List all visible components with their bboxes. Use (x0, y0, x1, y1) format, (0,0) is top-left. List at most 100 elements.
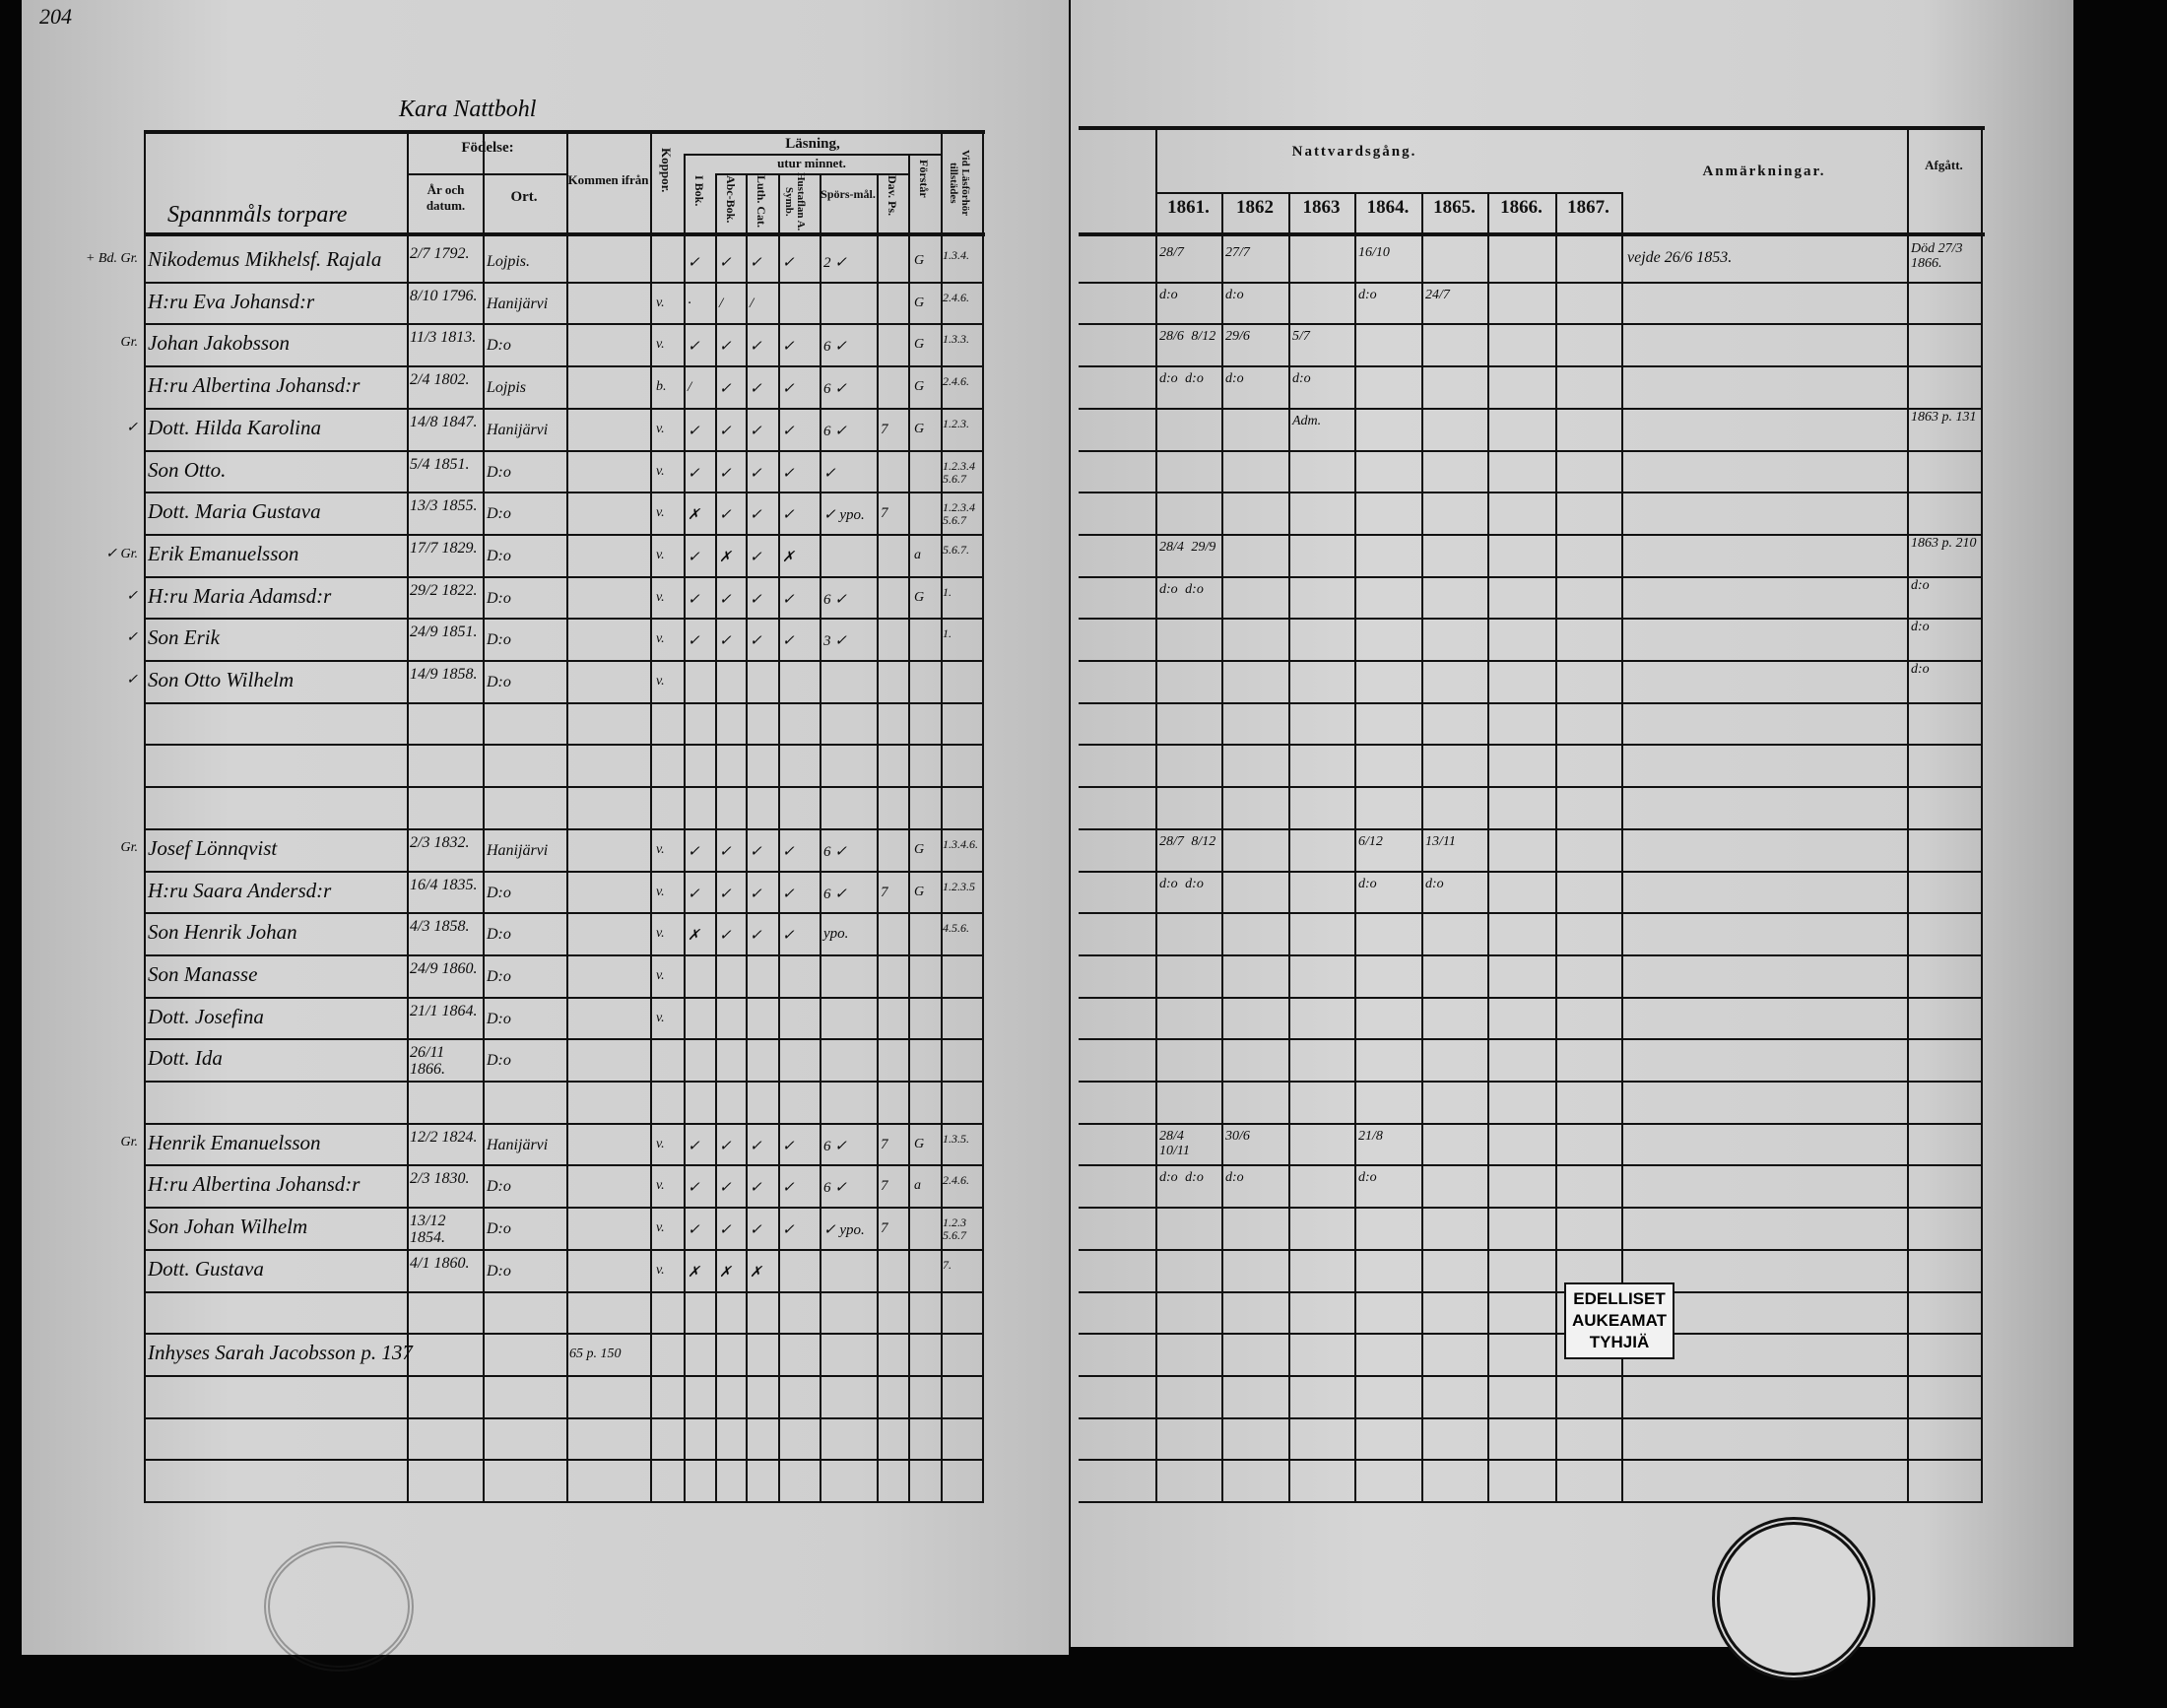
communion-date: 28/4 10/11 (1159, 1128, 1190, 1158)
row-rule (144, 281, 982, 284)
column-rule (1981, 126, 1983, 1503)
birth-place: D:o (487, 337, 511, 355)
reading-mark: 6 ✓ (823, 339, 847, 356)
row-rule (1079, 1416, 1981, 1419)
row-rule (1079, 660, 1981, 662)
reading-mark: 6 ✓ (823, 1180, 847, 1197)
row-rule (1079, 1501, 1981, 1503)
communion-date: 28/7 (1159, 245, 1184, 260)
reading-mark: ✗ (782, 549, 795, 565)
reading-mark: ✗ (719, 1264, 732, 1281)
koppor-mark: v. (656, 337, 665, 353)
header-dav-ps: Dav. Ps. (886, 175, 899, 217)
reading-mark: ✓ (688, 633, 700, 650)
reading-mark: ✓ (719, 255, 732, 271)
column-rule (1907, 126, 1909, 1503)
communion-date: d:o d:o (1159, 581, 1204, 597)
lasforhor-mark: 1.2.3.4 5.6.7 (943, 458, 975, 486)
row-rule (1079, 1374, 1981, 1377)
reading-mark: ✓ (750, 591, 762, 608)
reading-mark: / (719, 295, 724, 311)
column-rule (566, 130, 568, 1503)
reading-mark: ✓ (688, 591, 700, 608)
header-utur-minnet: utur minnet. (777, 156, 846, 170)
row-rule (1079, 827, 1981, 830)
lasforhor-mark: 1.3.3. (943, 332, 969, 347)
row-rule (144, 1416, 982, 1419)
birth-date: 12/2 1824. (410, 1128, 478, 1146)
margin-note: ✓ (126, 420, 138, 435)
birth-place: Hanijärvi (487, 1136, 549, 1153)
column-rule (1288, 192, 1290, 1503)
left-page (22, 0, 1069, 1655)
header-bottom-rule (144, 232, 985, 236)
row-rule (1079, 996, 1981, 999)
row-rule (144, 1333, 982, 1336)
reading-mark: ✓ ypo. (823, 507, 865, 524)
birth-place: D:o (487, 1220, 511, 1238)
column-rule (982, 130, 984, 1503)
page-number: 204 (39, 4, 72, 29)
reading-mark: ✓ (719, 381, 732, 398)
birth-place: D:o (487, 1178, 511, 1196)
reading-mark: · (688, 295, 691, 311)
margin-note: ✓ (126, 673, 138, 688)
row-rule (1079, 953, 1981, 956)
column-rule (778, 175, 780, 1503)
lasforhor-mark: 1.3.4.6. (943, 836, 978, 851)
header-i-bok: I Bok. (692, 175, 706, 207)
row-rule (144, 870, 982, 873)
communion-date: d:o (1225, 1170, 1244, 1186)
person-name: Dott. Hilda Karolina (148, 415, 321, 439)
row-rule (144, 1122, 982, 1125)
afgatt-note: d:o (1911, 577, 1930, 593)
column-rule (1621, 192, 1623, 1503)
birth-place: Hanijärvi (487, 841, 549, 859)
person-name: H:ru Maria Adamsd:r (148, 583, 332, 608)
lasforhor-mark: 1.2.3 5.6.7 (943, 1215, 966, 1243)
person-name: Inhyses Sarah Jacobsson p. 137 (148, 1341, 413, 1365)
lasforhor-mark: 2.4.6. (943, 1173, 969, 1188)
koppor-mark: v. (656, 1178, 665, 1194)
person-name: Erik Emanuelsson (148, 541, 299, 565)
column-rule (941, 130, 943, 1503)
reading-mark: ✓ (719, 507, 732, 524)
reading-mark: 2 ✓ (823, 255, 847, 271)
birth-date: 2/7 1792. (410, 245, 470, 262)
reading-mark: ✓ (750, 381, 762, 398)
reading-mark: ✓ (719, 1138, 732, 1154)
reading-mark: ✓ (719, 339, 732, 356)
year-header-2: 1863 (1302, 197, 1341, 218)
year-header-1: 1862 (1236, 197, 1274, 218)
reading-mark: ✗ (688, 1264, 700, 1281)
birth-date: 24/9 1851. (410, 624, 478, 641)
row-rule (1079, 492, 1981, 494)
row-rule (1079, 1248, 1981, 1251)
birth-date: 4/3 1858. (410, 918, 470, 936)
reading-mark: ✓ (750, 886, 762, 902)
stamp-edelliset-aukeamat-tyhjia: EDELLISET AUKEAMAT TYHJIÄ (1564, 1282, 1674, 1359)
header-lasforhor: Vid Läsförhör tillstädes (948, 150, 971, 217)
lasforhor-mark: 4.5.6. (943, 921, 969, 936)
reading-mark: ✓ (782, 928, 795, 945)
reading-mark: 6 ✓ (823, 843, 847, 860)
reading-mark: 7 (881, 1136, 888, 1152)
reading-mark: ✓ (688, 549, 700, 565)
birth-place: Lojpis. (487, 253, 531, 270)
communion-date: 13/11 (1425, 833, 1456, 849)
communion-date: d:o (1358, 1170, 1377, 1186)
birth-place: Hanijärvi (487, 421, 549, 438)
column-rule (407, 130, 409, 1503)
lasforhor-mark: 1.3.5. (943, 1131, 969, 1146)
birth-place: D:o (487, 926, 511, 944)
reading-mark: ✓ (750, 339, 762, 356)
column-rule (650, 130, 652, 1503)
header-ort: Ort. (510, 189, 538, 205)
margin-note: Gr. (120, 1134, 138, 1150)
reading-mark: / (750, 295, 755, 311)
reading-mark: ✗ (688, 928, 700, 945)
row-rule (144, 996, 982, 999)
row-rule (144, 365, 982, 368)
communion-date: Adm. (1292, 413, 1322, 428)
reading-mark: ✓ (750, 633, 762, 650)
